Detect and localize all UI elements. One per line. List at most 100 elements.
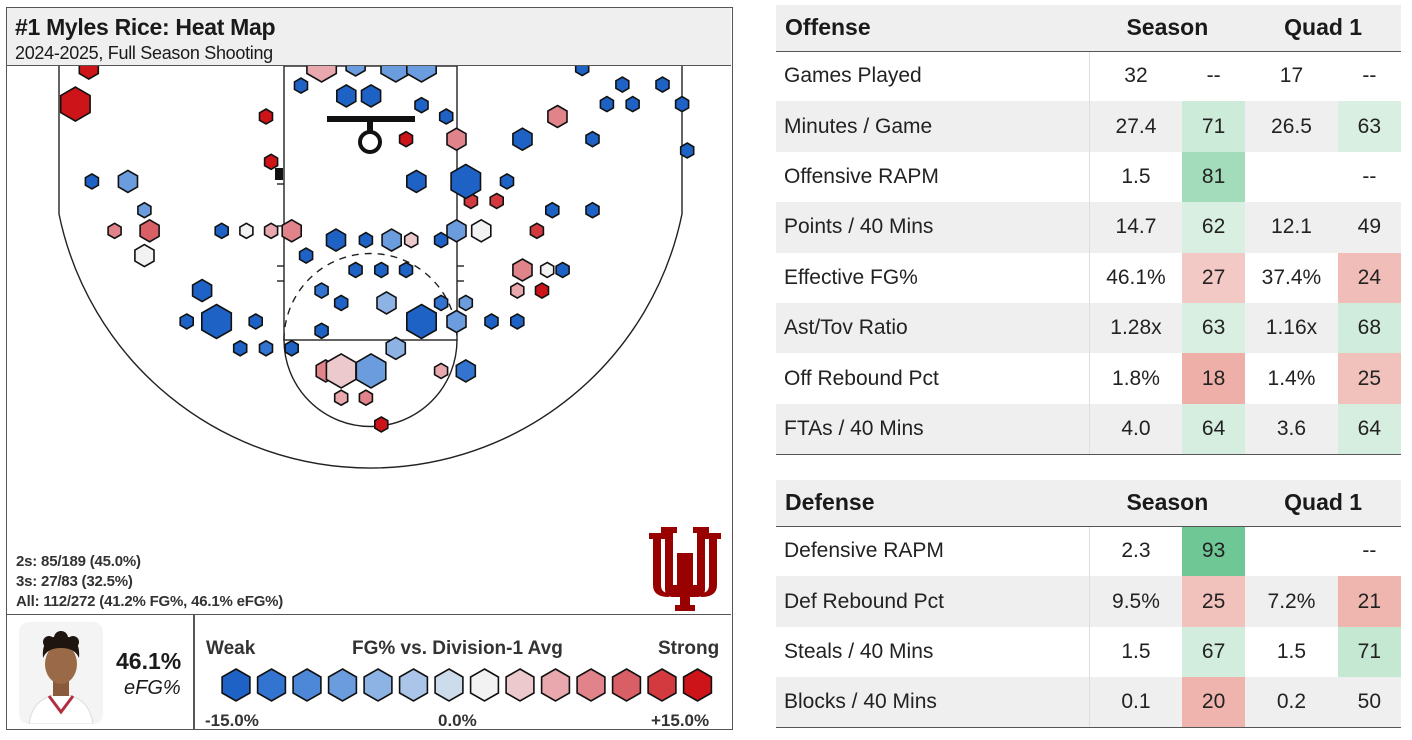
legend-swatch <box>398 668 429 702</box>
legend-weak-label: Weak <box>206 638 256 659</box>
row-label: Ast/Tov Ratio <box>776 302 1090 354</box>
hex-bin <box>489 192 505 210</box>
stat-all: All: 112/272 (41.2% FG%, 46.1% eFG%) <box>16 593 284 610</box>
hex-bin <box>117 169 139 194</box>
efg-label: eFG% <box>124 677 181 699</box>
table-row: Points / 40 Mins 14.7 62 12.1 49 <box>776 202 1401 253</box>
hex-bin <box>455 358 477 383</box>
hex-bin <box>512 127 533 152</box>
offense-col-quad: Quad 1 <box>1245 5 1401 52</box>
offense-title: Offense <box>776 5 1090 52</box>
legend-box: 46.1% eFG% Weak FG% vs. Division-1 Avg S… <box>7 614 731 730</box>
hex-bin <box>134 243 155 268</box>
defense-rows: Defensive RAPM 2.3 93 -- Def Rebound Pct 9.5%… <box>776 526 1401 729</box>
hex-bin <box>446 218 467 243</box>
hex-bin <box>385 336 407 361</box>
hex-bin <box>358 231 374 249</box>
season-percentile: 18 <box>1181 353 1246 404</box>
hex-bin <box>446 309 467 334</box>
season-percentile: 71 <box>1181 101 1246 152</box>
hex-bin <box>59 86 91 123</box>
season-percentile: 20 <box>1181 677 1246 729</box>
season-value: 46.1% <box>1106 265 1166 289</box>
quad-percentile: -- <box>1362 539 1377 563</box>
row-label: Points / 40 Mins <box>776 202 1090 253</box>
quad-percentile: 25 <box>1337 353 1401 404</box>
table-row: Blocks / 40 Mins 0.1 20 0.2 50 <box>776 677 1401 729</box>
hex-bin <box>191 278 213 303</box>
hex-bin <box>470 218 492 243</box>
legend-min-label: -15.0% <box>205 711 259 730</box>
legend-color-scale <box>221 668 713 702</box>
season-percentile: 25 <box>1181 576 1246 627</box>
quad-value: 1.4% <box>1267 366 1316 390</box>
legend-swatch <box>682 668 713 702</box>
hex-bin <box>380 66 412 83</box>
efg-value: 46.1% <box>116 648 182 674</box>
season-value: 32 <box>1124 64 1148 88</box>
table-row: Effective FG% 46.1% 27 37.4% 24 <box>776 252 1401 303</box>
table-row: Def Rebound Pct 9.5% 25 7.2% 21 <box>776 576 1401 627</box>
hex-bin <box>446 127 467 152</box>
season-percentile: 81 <box>1181 151 1246 203</box>
hex-bin <box>405 303 438 340</box>
quad-percentile: 64 <box>1337 403 1401 455</box>
hex-bin <box>405 169 427 194</box>
legend-swatch <box>647 668 677 702</box>
chart-title: #1 Myles Rice: Heat Map <box>15 14 276 40</box>
hex-bin <box>284 339 300 357</box>
defense-header-row: Defense Season Quad 1 <box>776 480 1401 527</box>
offense-table: Offense Season Quad 1 Games Played 32 -- 17… <box>776 5 1401 455</box>
hex-bin <box>293 77 309 95</box>
quad-percentile: 71 <box>1337 626 1401 678</box>
hex-bin <box>398 261 414 279</box>
basket-backboard <box>275 116 466 180</box>
offense-rows: Games Played 32 -- 17 -- Minutes / Game 27.4 71… <box>776 51 1401 455</box>
defense-table: Defense Season Quad 1 Defensive RAPM 2.3 9… <box>776 480 1401 729</box>
hex-bin <box>381 228 403 253</box>
season-percentile: -- <box>1206 64 1221 88</box>
row-label: Off Rebound Pct <box>776 353 1090 404</box>
hex-bin <box>529 222 545 240</box>
quad-percentile: 68 <box>1337 302 1401 354</box>
season-percentile: 67 <box>1181 626 1246 678</box>
hex-bin <box>314 282 329 300</box>
hex-bin <box>450 163 482 200</box>
hex-bin <box>78 66 100 81</box>
quad-value <box>1245 526 1337 576</box>
hex-bin <box>376 290 397 315</box>
quad-value: 17 <box>1279 64 1304 88</box>
hex-bin <box>306 66 338 83</box>
hex-bin <box>258 339 274 357</box>
season-percentile: 27 <box>1181 252 1246 303</box>
row-label: Steals / 40 Mins <box>776 626 1090 678</box>
legend-swatch <box>576 668 606 702</box>
season-value: 1.5 <box>1121 639 1151 663</box>
hex-bin <box>512 258 533 282</box>
table-row: Minutes / Game 27.4 71 26.5 63 <box>776 101 1401 152</box>
quad-value: 26.5 <box>1245 101 1338 152</box>
quad-value: 1.5 <box>1276 639 1307 663</box>
hex-bin <box>679 142 695 159</box>
hex-bin <box>258 108 274 125</box>
legend-title: FG% vs. Division-1 Avg <box>352 638 563 659</box>
row-label: Blocks / 40 Mins <box>776 677 1090 729</box>
quad-percentile: -- <box>1362 164 1377 188</box>
offense-col-season: Season <box>1089 5 1246 52</box>
season-percentile: 62 <box>1181 202 1246 253</box>
season-value: 1.28x <box>1089 302 1182 354</box>
stat-twos: 2s: 85/189 (45.0%) <box>16 553 141 570</box>
heatmap-panel: #1 Myles Rice: Heat Map 2024-2025, Full … <box>6 7 733 730</box>
legend-swatch <box>611 668 642 702</box>
hex-bin <box>248 313 263 330</box>
table-row: Offensive RAPM 1.5 81 -- <box>776 151 1401 203</box>
chart-subtitle: 2024-2025, Full Season Shooting <box>15 43 273 63</box>
court-lines <box>58 66 683 469</box>
legend-divider <box>193 615 195 730</box>
hex-bin <box>599 95 615 113</box>
quad-percentile: 50 <box>1337 677 1401 729</box>
season-value: 0.1 <box>1089 677 1182 729</box>
hex-bin <box>263 222 279 240</box>
hex-bin <box>458 294 474 312</box>
hex-bin <box>433 362 449 380</box>
